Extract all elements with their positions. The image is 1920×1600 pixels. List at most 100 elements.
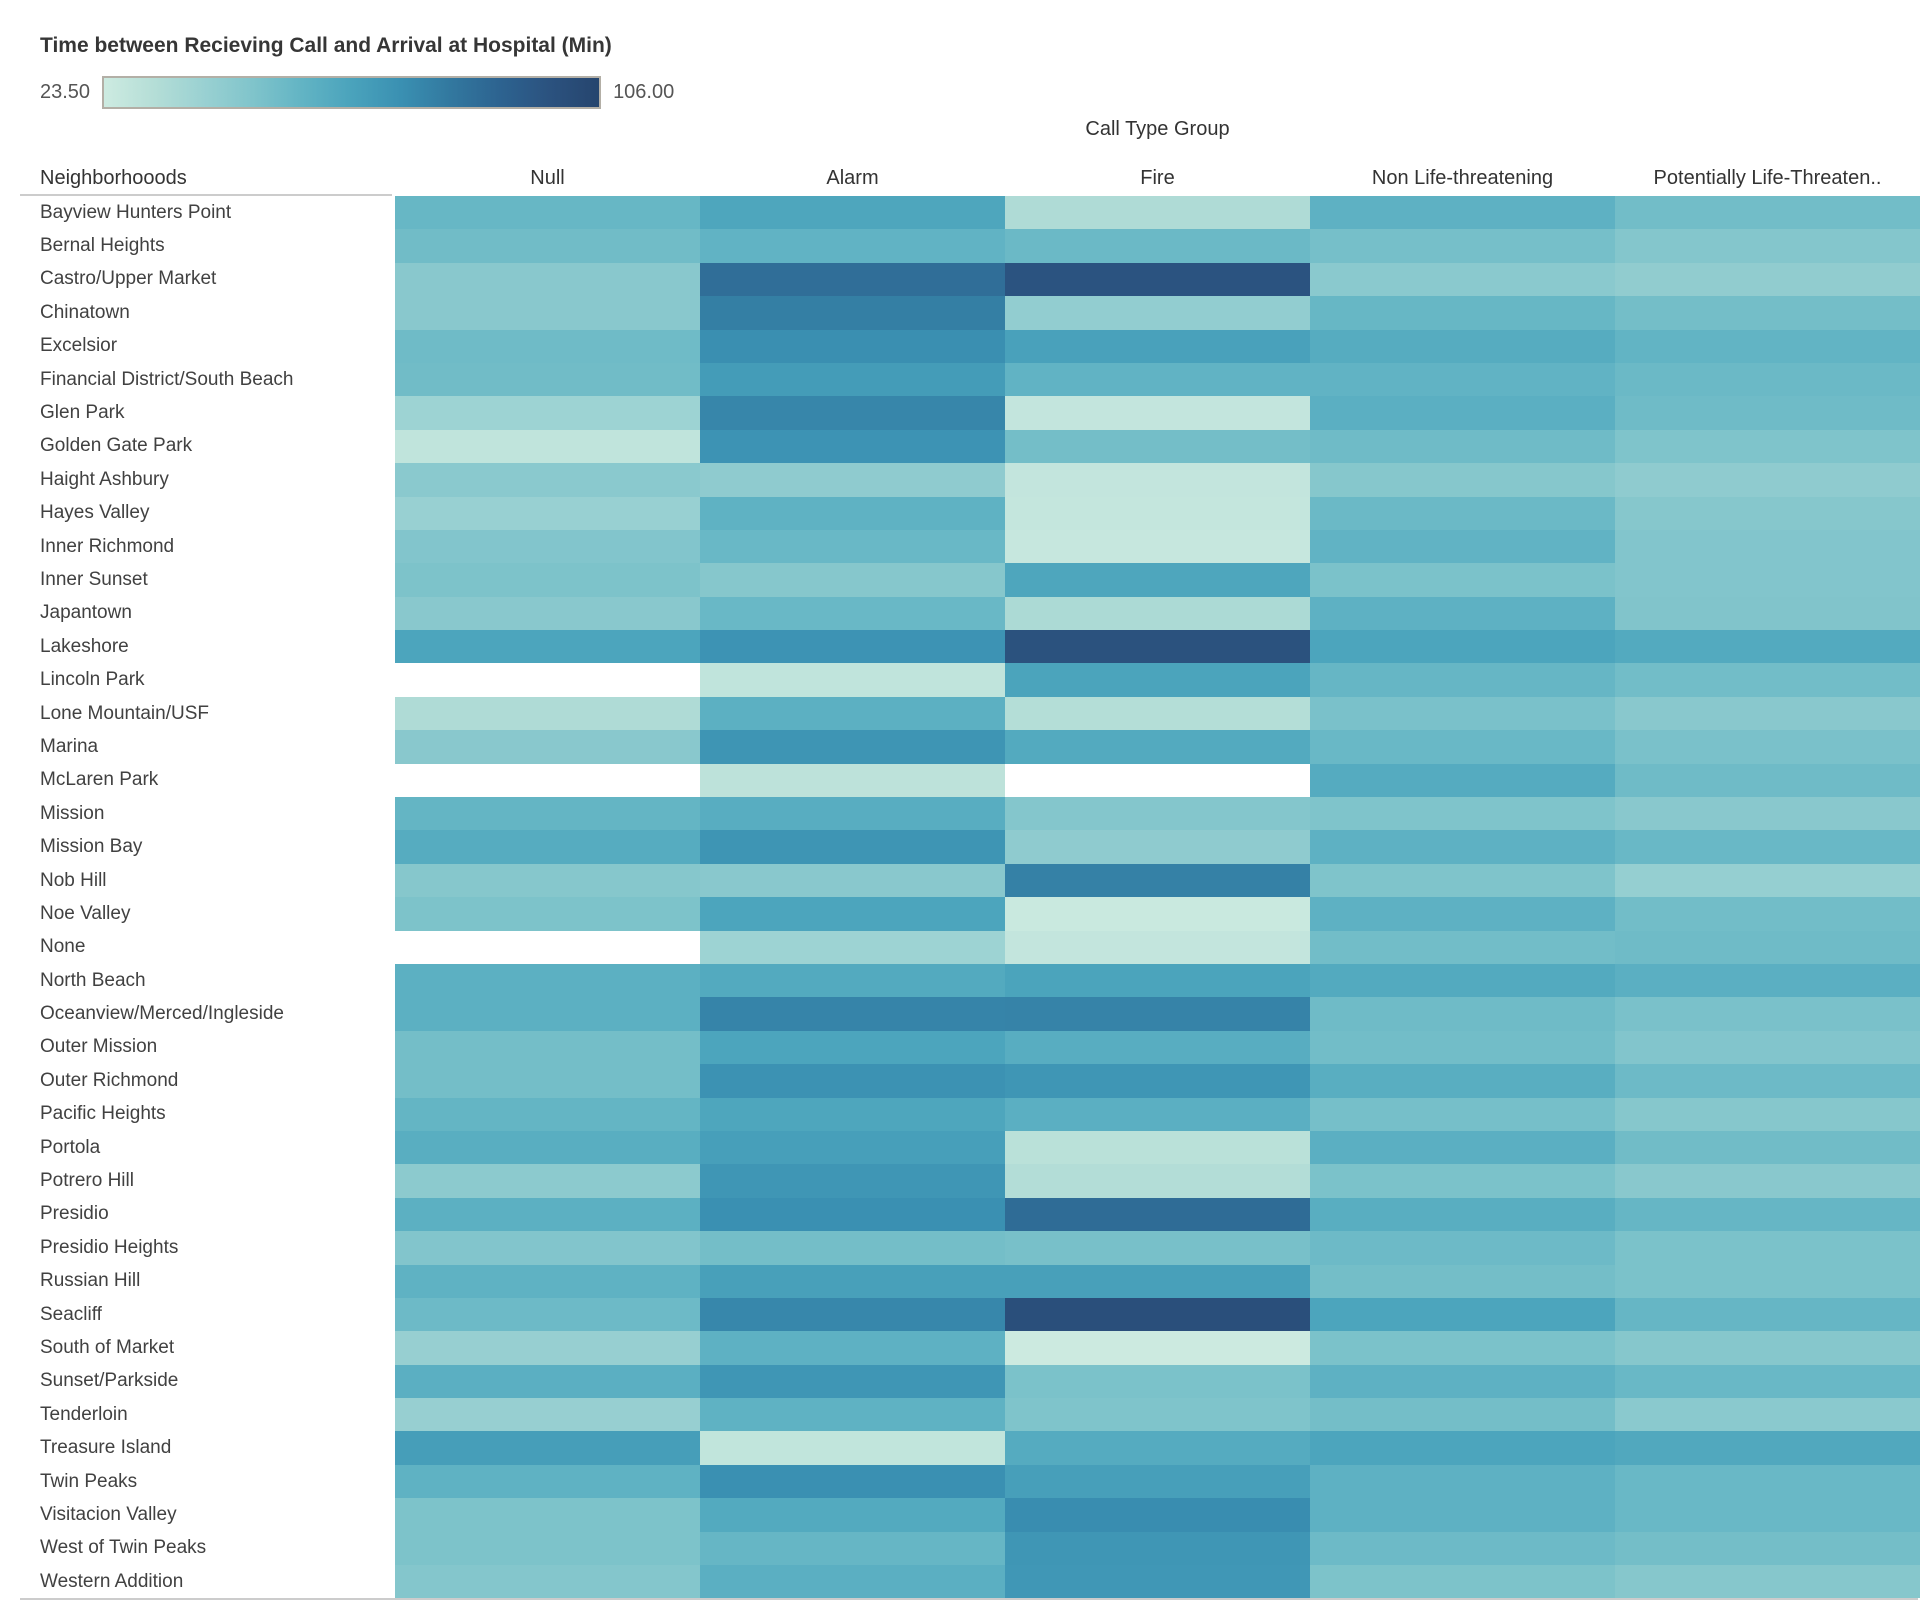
heatmap-cell[interactable] <box>1310 329 1615 363</box>
heatmap-cell[interactable] <box>395 596 700 631</box>
heatmap-cell[interactable] <box>395 563 700 597</box>
heatmap-cell[interactable] <box>700 1398 1005 1432</box>
heatmap-cell[interactable] <box>1615 1264 1920 1298</box>
heatmap-cell[interactable] <box>395 429 700 464</box>
heatmap-cell[interactable] <box>1615 362 1920 397</box>
heatmap-cell[interactable] <box>1615 1130 1920 1165</box>
heatmap-cell[interactable] <box>1005 463 1310 497</box>
heatmap-cell[interactable] <box>395 1197 700 1232</box>
heatmap-cell[interactable] <box>1310 1030 1615 1065</box>
heatmap-cell[interactable] <box>1615 830 1920 864</box>
heatmap-cell[interactable] <box>700 830 1005 864</box>
heatmap-cell[interactable] <box>1615 1464 1920 1499</box>
heatmap-cell[interactable] <box>395 196 700 230</box>
heatmap-cell[interactable] <box>1615 963 1920 998</box>
heatmap-cell[interactable] <box>1310 663 1615 697</box>
heatmap-cell[interactable] <box>700 997 1005 1031</box>
heatmap-cell[interactable] <box>1005 362 1310 397</box>
heatmap-cell[interactable] <box>395 1297 700 1332</box>
heatmap-cell[interactable] <box>1615 563 1920 597</box>
heatmap-cell[interactable] <box>700 797 1005 831</box>
heatmap-cell[interactable] <box>700 529 1005 564</box>
heatmap-cell[interactable] <box>700 963 1005 998</box>
heatmap-cell[interactable] <box>1310 1398 1615 1432</box>
heatmap-cell[interactable] <box>700 1565 1005 1599</box>
heatmap-cell[interactable] <box>1615 529 1920 564</box>
heatmap-cell[interactable] <box>395 1164 700 1198</box>
heatmap-cell[interactable] <box>395 1565 700 1599</box>
heatmap-cell[interactable] <box>1005 563 1310 597</box>
heatmap-cell[interactable] <box>1310 630 1615 664</box>
heatmap-cell[interactable] <box>395 496 700 530</box>
heatmap-cell[interactable] <box>1310 396 1615 430</box>
heatmap-cell[interactable] <box>700 1064 1005 1098</box>
heatmap-cell[interactable] <box>395 362 700 397</box>
heatmap-cell[interactable] <box>1310 1464 1615 1499</box>
heatmap-cell[interactable] <box>1005 396 1310 430</box>
heatmap-cell[interactable] <box>1005 730 1310 764</box>
heatmap-cell[interactable] <box>1005 496 1310 530</box>
heatmap-cell[interactable] <box>1310 196 1615 230</box>
heatmap-cell[interactable] <box>1310 730 1615 764</box>
heatmap-cell[interactable] <box>395 1264 700 1298</box>
heatmap-cell[interactable] <box>700 930 1005 964</box>
heatmap-cell[interactable] <box>1005 229 1310 263</box>
heatmap-cell[interactable] <box>1310 763 1615 798</box>
heatmap-cell[interactable] <box>1005 596 1310 631</box>
heatmap-cell[interactable] <box>1615 1498 1920 1532</box>
heatmap-cell[interactable] <box>395 630 700 664</box>
heatmap-cell[interactable] <box>1615 863 1920 898</box>
heatmap-cell[interactable] <box>1310 1130 1615 1165</box>
heatmap-cell[interactable] <box>1310 1531 1615 1566</box>
heatmap-cell[interactable] <box>1005 1197 1310 1232</box>
heatmap-cell[interactable] <box>700 863 1005 898</box>
heatmap-cell[interactable] <box>1310 1565 1615 1599</box>
heatmap-cell[interactable] <box>1615 196 1920 230</box>
heatmap-cell[interactable] <box>1005 1431 1310 1465</box>
heatmap-cell[interactable] <box>1615 1197 1920 1232</box>
heatmap-cell[interactable] <box>395 830 700 864</box>
heatmap-cell[interactable] <box>395 1064 700 1098</box>
heatmap-cell[interactable] <box>395 296 700 330</box>
heatmap-cell[interactable] <box>395 997 700 1031</box>
heatmap-cell[interactable] <box>395 797 700 831</box>
heatmap-cell[interactable] <box>1005 529 1310 564</box>
heatmap-cell[interactable] <box>1005 963 1310 998</box>
heatmap-cell[interactable] <box>1310 1264 1615 1298</box>
heatmap-cell[interactable] <box>1615 763 1920 798</box>
heatmap-cell[interactable] <box>1005 296 1310 330</box>
heatmap-cell[interactable] <box>1615 897 1920 931</box>
heatmap-cell[interactable] <box>1615 1398 1920 1432</box>
heatmap-cell[interactable] <box>700 1164 1005 1198</box>
heatmap-cell[interactable] <box>700 362 1005 397</box>
heatmap-cell[interactable] <box>1310 1197 1615 1232</box>
heatmap-cell[interactable] <box>1615 1164 1920 1198</box>
heatmap-cell[interactable] <box>700 1498 1005 1532</box>
heatmap-cell[interactable] <box>1615 1531 1920 1566</box>
heatmap-cell[interactable] <box>1310 1297 1615 1332</box>
heatmap-cell[interactable] <box>1005 1498 1310 1532</box>
heatmap-cell[interactable] <box>700 262 1005 297</box>
heatmap-cell[interactable] <box>1005 262 1310 297</box>
heatmap-cell[interactable] <box>1310 1431 1615 1465</box>
heatmap-cell[interactable] <box>395 1364 700 1399</box>
heatmap-cell[interactable] <box>395 897 700 931</box>
heatmap-cell[interactable] <box>395 963 700 998</box>
heatmap-cell[interactable] <box>700 1431 1005 1465</box>
heatmap-cell[interactable] <box>1005 329 1310 363</box>
heatmap-cell[interactable] <box>1310 262 1615 297</box>
heatmap-cell[interactable] <box>700 1231 1005 1265</box>
heatmap-cell[interactable] <box>395 863 700 898</box>
heatmap-cell[interactable] <box>1005 1030 1310 1065</box>
heatmap-cell[interactable] <box>1005 1164 1310 1198</box>
heatmap-cell[interactable] <box>1310 863 1615 898</box>
heatmap-cell[interactable] <box>1005 1064 1310 1098</box>
heatmap-cell[interactable] <box>1615 262 1920 297</box>
heatmap-cell[interactable] <box>395 663 700 697</box>
heatmap-cell[interactable] <box>700 1531 1005 1566</box>
heatmap-cell[interactable] <box>395 1398 700 1432</box>
heatmap-cell[interactable] <box>1615 1431 1920 1465</box>
heatmap-cell[interactable] <box>1005 997 1310 1031</box>
heatmap-cell[interactable] <box>1005 696 1310 731</box>
heatmap-cell[interactable] <box>700 730 1005 764</box>
